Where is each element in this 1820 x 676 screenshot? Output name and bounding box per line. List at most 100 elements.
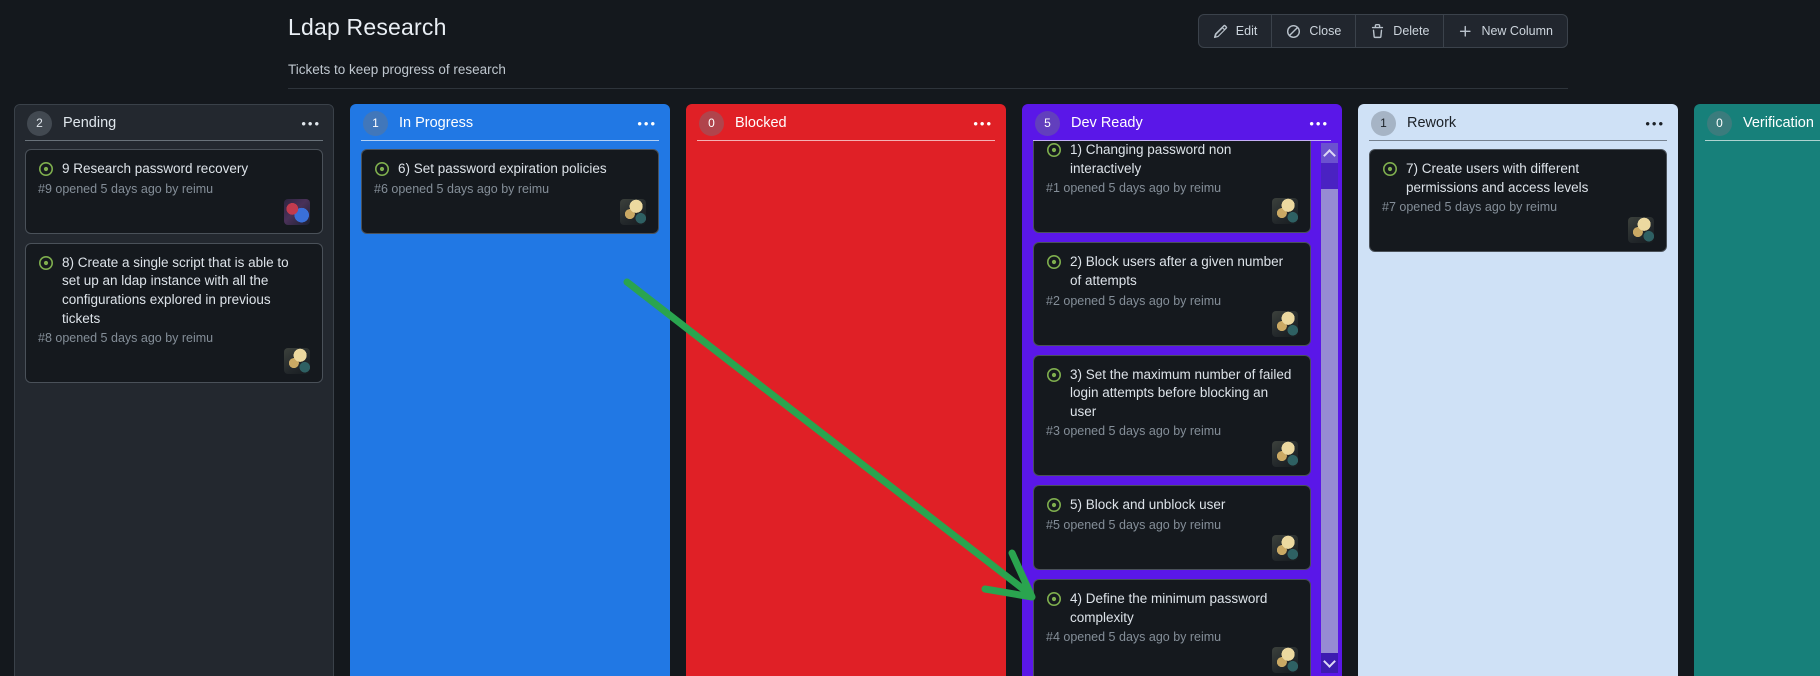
card-meta: #5 opened 5 days ago by reimu [1046, 518, 1222, 532]
avatar[interactable] [1272, 647, 1298, 674]
board: 2 Pending ••• 9 Research password recove… [14, 104, 1820, 676]
issue-card[interactable]: 4) Define the minimum password complexit… [1033, 579, 1311, 676]
trash-icon [1372, 23, 1384, 38]
avatar[interactable] [1272, 535, 1298, 561]
card-title-row: 9 Research password recovery [38, 160, 310, 179]
board-actions: Edit Close Delete New Column [1197, 14, 1568, 48]
issue-card[interactable]: 8) Create a single script that is able t… [25, 242, 323, 384]
edit-button-label: Edit [1235, 24, 1258, 38]
issue-card[interactable]: 7) Create users with different permissio… [1369, 149, 1667, 253]
card-meta: #1 opened 5 days ago by reimu [1046, 181, 1222, 196]
card-meta: #7 opened 5 days ago by reimu [1382, 200, 1558, 215]
avatar[interactable] [1272, 198, 1298, 225]
column-verification: 0 Verification ••• [1694, 104, 1820, 676]
scrollbar-thumb[interactable] [1321, 189, 1338, 653]
card-title: 3) Set the maximum number of failed logi… [1070, 366, 1292, 419]
card-title: 6) Set password expiration policies [398, 161, 607, 176]
chevron-up-icon [1323, 148, 1336, 162]
column-header: 0 Blocked ••• [687, 105, 1005, 141]
column-title: Rework [1407, 115, 1457, 131]
column-pending: 2 Pending ••• 9 Research password recove… [14, 104, 334, 676]
card-meta: #2 opened 5 days ago by reimu [1046, 293, 1222, 308]
open-issue-icon [1047, 498, 1061, 513]
circle-slash-icon [1287, 24, 1301, 38]
open-issue-icon [39, 255, 53, 270]
avatar[interactable] [620, 198, 646, 225]
open-issue-icon [39, 162, 53, 176]
card-title: 5) Block and unblock user [1070, 497, 1226, 513]
card-title: 2) Block users after a given number of a… [1070, 254, 1284, 288]
column-header: 0 Verification ••• [1695, 105, 1820, 141]
card-meta: #6 opened 5 days ago by reimu [374, 181, 550, 196]
column-menu-button[interactable]: ••• [637, 115, 657, 131]
card-title-row: 5) Block and unblock user [1046, 496, 1298, 515]
card-title-row: 1) Changing password non interactively [1046, 141, 1298, 178]
column-title: In Progress [399, 115, 474, 131]
column-menu-button[interactable]: ••• [973, 115, 993, 131]
column-count-badge: 1 [1371, 110, 1396, 136]
column-menu-button[interactable]: ••• [301, 115, 321, 131]
column-count-badge: 5 [1035, 110, 1060, 136]
column-menu-button[interactable]: ••• [1309, 115, 1329, 131]
column-cards: 1) Changing password non interactively #… [1023, 130, 1341, 676]
column-header: 1 In Progress ••• [351, 105, 669, 141]
card-title-row: 7) Create users with different permissio… [1382, 160, 1654, 197]
card-meta: #4 opened 5 days ago by reimu [1046, 630, 1222, 645]
open-issue-icon [1047, 255, 1061, 270]
close-button[interactable]: Close [1271, 15, 1355, 47]
close-button-label: Close [1309, 24, 1342, 38]
header-divider [288, 88, 1568, 89]
card-title-row: 6) Set password expiration policies [374, 160, 646, 179]
open-issue-icon [1383, 162, 1397, 176]
plus-icon [1460, 25, 1472, 37]
column-cards: 9 Research password recovery #9 opened 5… [15, 141, 333, 391]
column-title: Blocked [735, 115, 787, 131]
page-title: Ldap Research [288, 14, 447, 40]
issue-card[interactable]: 3) Set the maximum number of failed logi… [1033, 354, 1311, 477]
delete-button[interactable]: Delete [1355, 15, 1443, 47]
issue-card[interactable]: 5) Block and unblock user #5 opened 5 da… [1033, 485, 1311, 570]
card-title-row: 8) Create a single script that is able t… [38, 254, 310, 329]
column-header: 5 Dev Ready ••• [1023, 105, 1341, 141]
issue-card[interactable]: 9 Research password recovery #9 opened 5… [25, 149, 323, 234]
column-rework: 1 Rework ••• 7) Create users with differ… [1358, 104, 1678, 676]
column-title: Pending [63, 115, 117, 131]
column-title: Verification [1743, 115, 1814, 131]
avatar[interactable] [1628, 217, 1654, 244]
card-title-row: 3) Set the maximum number of failed logi… [1046, 366, 1298, 422]
issue-card[interactable]: 2) Block users after a given number of a… [1033, 242, 1311, 346]
card-title: 8) Create a single script that is able t… [62, 254, 289, 326]
open-issue-icon [1047, 367, 1061, 382]
avatar[interactable] [284, 198, 310, 225]
edit-button[interactable]: Edit [1199, 15, 1272, 47]
column-count-badge: 0 [699, 110, 724, 136]
column-in-progress: 1 In Progress ••• 6) Set password expira… [350, 104, 670, 676]
new-column-button[interactable]: New Column [1443, 15, 1567, 47]
open-issue-icon [375, 162, 389, 176]
scroll-up-button[interactable] [1321, 143, 1338, 163]
column-blocked: 0 Blocked ••• [686, 104, 1006, 676]
avatar[interactable] [284, 348, 310, 375]
issue-card[interactable]: 6) Set password expiration policies #6 o… [361, 149, 659, 234]
avatar[interactable] [1272, 441, 1298, 468]
column-header: 1 Rework ••• [1359, 105, 1677, 141]
column-title: Dev Ready [1071, 115, 1143, 131]
card-title: 9 Research password recovery [62, 161, 249, 176]
column-count-badge: 1 [363, 110, 388, 136]
card-title: 1) Changing password non interactively [1070, 142, 1232, 176]
avatar[interactable] [1272, 310, 1298, 337]
scrollbar-track[interactable] [1321, 163, 1338, 189]
column-menu-button[interactable]: ••• [1645, 115, 1665, 131]
scroll-down-button[interactable] [1321, 653, 1338, 673]
pencil-icon [1213, 24, 1227, 38]
column-scrollbar[interactable] [1321, 143, 1338, 673]
card-meta: #8 opened 5 days ago by reimu [38, 331, 214, 346]
column-cards: 6) Set password expiration policies #6 o… [351, 141, 669, 242]
board-description: Tickets to keep progress of research [288, 62, 506, 77]
issue-card[interactable]: 1) Changing password non interactively #… [1033, 130, 1311, 234]
column-cards [687, 141, 1005, 157]
card-title: 4) Define the minimum password complexit… [1070, 591, 1268, 625]
column-dev-ready: 5 Dev Ready ••• 1) Changing password non… [1022, 104, 1342, 676]
new-column-button-label: New Column [1481, 24, 1553, 38]
